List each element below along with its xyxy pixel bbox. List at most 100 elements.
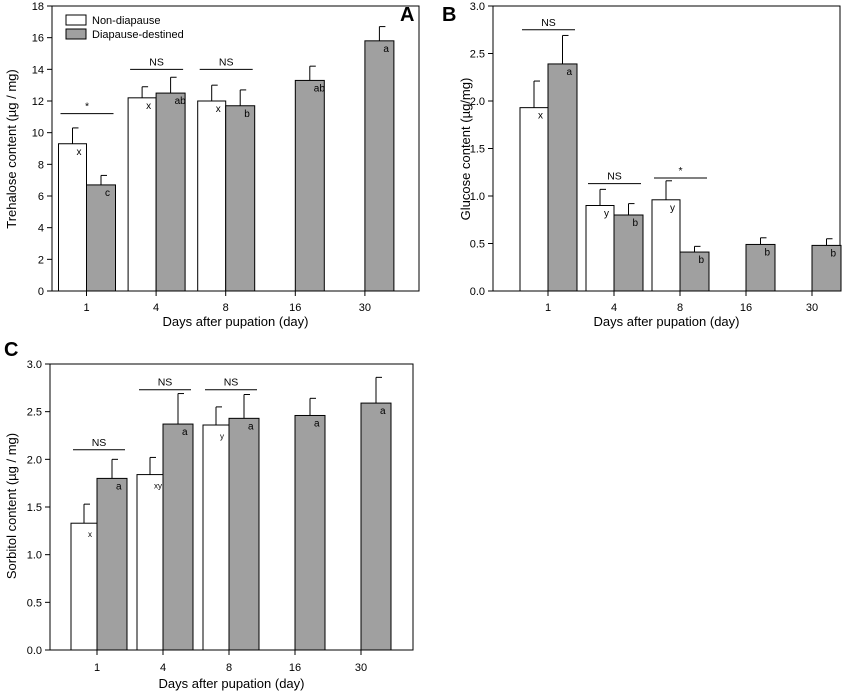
legend: Non-diapause Diapause-destined <box>65 14 184 41</box>
x-tick-label: 16 <box>740 302 752 314</box>
significance-letter: b <box>765 247 771 258</box>
y-tick-label: 8 <box>38 159 44 171</box>
x-tick-label: 30 <box>806 302 818 314</box>
significance-letter: x <box>77 147 82 158</box>
x-tick-label: 4 <box>153 302 159 314</box>
y-axis-title: Glucose content (µg/mg) <box>458 78 473 221</box>
significance-letter: y <box>604 209 609 220</box>
y-tick-label: 0 <box>38 286 44 298</box>
significance-letter: x <box>146 101 151 112</box>
y-tick-label: 2.0 <box>27 454 42 466</box>
y-tick-label: 2.5 <box>470 49 485 61</box>
y-tick-label: 10 <box>32 128 44 140</box>
significance-letter: a <box>380 406 386 417</box>
legend-swatch-non-diapause <box>65 14 87 26</box>
x-tick-label: 16 <box>289 662 301 674</box>
significance-letter: ab <box>175 96 187 107</box>
y-tick-label: 4 <box>38 223 44 235</box>
y-tick-label: 2 <box>38 254 44 266</box>
bar-diapause-destined <box>613 214 644 292</box>
significance-letter: y <box>220 432 224 441</box>
x-axis-title: Days after pupation (day) <box>159 676 305 691</box>
x-axis-title: Days after pupation (day) <box>594 314 740 329</box>
x-tick-label: 8 <box>223 302 229 314</box>
significance-letter: ab <box>314 83 326 94</box>
bar-diapause-destined <box>360 402 392 651</box>
bar-diapause-destined <box>162 423 194 651</box>
bar-non-diapause <box>127 97 157 292</box>
y-tick-label: 1.5 <box>470 144 485 156</box>
significance-letter: x <box>538 111 543 122</box>
y-tick-label: 1.0 <box>470 191 485 203</box>
y-tick-label: 14 <box>32 64 44 76</box>
bar-non-diapause <box>197 100 227 292</box>
comparison-label: NS <box>219 56 234 68</box>
comparison-label: * <box>678 165 682 177</box>
significance-letter: a <box>248 421 254 432</box>
y-tick-label: 18 <box>32 1 44 13</box>
significance-letter: xy <box>154 482 162 491</box>
significance-letter: b <box>244 109 250 120</box>
y-tick-label: 0.0 <box>470 286 485 298</box>
x-tick-label: 1 <box>94 662 100 674</box>
y-tick-label: 12 <box>32 96 44 108</box>
significance-letter: b <box>699 255 705 266</box>
significance-letter: c <box>105 188 110 199</box>
panel-letter: C <box>4 339 18 361</box>
x-tick-label: 1 <box>83 302 89 314</box>
x-tick-label: 30 <box>355 662 367 674</box>
x-axis-title: Days after pupation (day) <box>163 314 309 329</box>
bar-non-diapause <box>58 143 87 292</box>
bar-diapause-destined <box>294 414 326 651</box>
y-tick-label: 3.0 <box>27 359 42 371</box>
x-tick-label: 8 <box>226 662 232 674</box>
y-tick-label: 0.5 <box>27 597 42 609</box>
panel-b: B 0.0 0.5 1.0 1.5 2.0 2.5 3.0 1 4 8 16 30 Days after … <box>442 1 842 329</box>
y-tick-label: 0.0 <box>27 645 42 657</box>
significance-letter: b <box>831 248 837 259</box>
y-tick-label: 1.5 <box>27 502 42 514</box>
y-tick-label: 6 <box>38 191 44 203</box>
comparison-label: NS <box>149 56 164 68</box>
bar-non-diapause <box>585 205 615 292</box>
comparison-label: NS <box>224 377 239 389</box>
bar-non-diapause <box>136 474 164 651</box>
x-tick-label: 8 <box>677 302 683 314</box>
significance-letter: a <box>314 418 320 429</box>
significance-letter: a <box>182 427 188 438</box>
y-tick-label: 16 <box>32 33 44 45</box>
significance-letter: a <box>567 67 573 78</box>
x-tick-label: 4 <box>611 302 617 314</box>
bar-diapause-destined <box>294 79 325 292</box>
x-tick-label: 1 <box>545 302 551 314</box>
bar-diapause-destined <box>679 251 710 292</box>
comparison-label: NS <box>158 377 173 389</box>
significance-letter: b <box>633 218 639 229</box>
panel-c: C 0.0 0.5 1.0 1.5 2.0 2.5 3.0 1 4 8 16 30 Days after … <box>4 339 414 691</box>
y-axis-title: Sorbitol content (µg / mg) <box>4 433 19 579</box>
bar-diapause-destined <box>86 184 116 292</box>
x-tick-label: 16 <box>289 302 301 314</box>
y-tick-label: 1.0 <box>27 550 42 562</box>
bar-diapause-destined <box>225 105 256 292</box>
bar-diapause-destined <box>811 244 842 292</box>
legend-label-non-diapause: Non-diapause <box>92 15 161 27</box>
significance-letter: x <box>88 530 92 539</box>
significance-letter: x <box>216 104 221 115</box>
x-tick-label: 30 <box>359 302 371 314</box>
x-tick-label: 4 <box>160 662 166 674</box>
y-axis-title: Trehalose content (µg / mg) <box>4 69 19 228</box>
bar-non-diapause <box>519 107 549 292</box>
panel-letter: B <box>442 4 456 26</box>
legend-label-diapause-destined: Diapause-destined <box>92 29 184 41</box>
bar-non-diapause <box>651 199 681 292</box>
comparison-label: NS <box>92 437 107 449</box>
significance-letter: y <box>670 203 675 214</box>
bar-diapause-destined <box>228 417 260 651</box>
comparison-label: NS <box>607 171 622 183</box>
panel-letter: A <box>400 4 414 26</box>
y-tick-label: 2.0 <box>470 96 485 108</box>
comparison-label: * <box>85 101 89 113</box>
significance-letter: a <box>383 44 389 55</box>
